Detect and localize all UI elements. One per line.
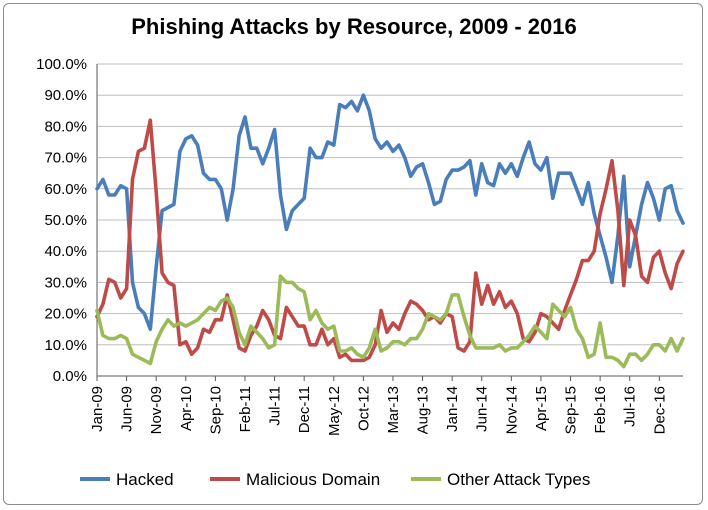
- x-tick-label: Jun-14: [474, 386, 491, 432]
- y-tick-label: 70.0%: [44, 150, 87, 167]
- chart-title: Phishing Attacks by Resource, 2009 - 201…: [131, 14, 577, 39]
- y-tick-label: 100.0%: [36, 56, 87, 73]
- x-tick-label: Jul-11: [267, 386, 284, 426]
- legend-label: Hacked: [116, 470, 174, 489]
- y-tick-label: 90.0%: [44, 87, 87, 104]
- y-tick-label: 50.0%: [44, 212, 87, 229]
- x-tick-label: Feb-16: [592, 386, 609, 434]
- x-tick-label: May-12: [326, 386, 343, 436]
- y-tick-label: 80.0%: [44, 118, 87, 135]
- y-tick-label: 20.0%: [44, 306, 87, 323]
- y-tick-label: 30.0%: [44, 274, 87, 291]
- x-tick-label: Apr-10: [178, 386, 195, 431]
- x-axis-ticks: Jan-09 Jun-09 Nov-09 Apr-10 Sep-10 Feb-11 Jul-…: [89, 376, 668, 436]
- y-axis-ticks: 0.0% 10.0% 20.0% 30.0% 40.0% 50.0% 60.0% 70.0% 8…: [36, 56, 87, 385]
- series-line-hacked: [95, 93, 685, 332]
- x-tick-label: Jan-09: [89, 386, 106, 432]
- x-tick-label: Feb-11: [237, 386, 254, 432]
- series-lines: [95, 93, 685, 369]
- x-tick-label: Sep-15: [563, 386, 580, 434]
- x-tick-label: Dec-16: [651, 386, 668, 434]
- x-tick-label: Apr-15: [533, 386, 550, 431]
- series-line-other-attack-types: [95, 274, 685, 369]
- x-tick-label: Sep-10: [207, 386, 224, 434]
- x-axis: [96, 64, 683, 377]
- legend-label: Malicious Domain: [246, 470, 380, 489]
- x-tick-label: Jul-16: [622, 386, 639, 427]
- x-tick-label: Dec-11: [296, 386, 313, 433]
- x-tick-label: Nov-09: [148, 386, 165, 434]
- y-tick-label: 10.0%: [44, 337, 87, 354]
- y-tick-label: 40.0%: [44, 243, 87, 260]
- series-line-malicious-domain: [95, 118, 685, 363]
- gridlines: [97, 63, 683, 346]
- x-tick-label: Oct-12: [355, 386, 372, 431]
- y-tick-label: 60.0%: [44, 181, 87, 198]
- y-tick-label: 0.0%: [53, 368, 87, 385]
- legend-label: Other Attack Types: [447, 470, 590, 489]
- x-tick-label: Jan-14: [444, 386, 461, 432]
- x-tick-label: Aug-13: [415, 386, 432, 434]
- x-tick-label: Nov-14: [503, 386, 520, 434]
- x-tick-label: Jun-09: [119, 386, 136, 432]
- legend: Hacked Malicious Domain Other Attack Types: [80, 470, 590, 489]
- x-tick-label: Mar-13: [385, 386, 402, 434]
- chart-frame: [3, 3, 703, 505]
